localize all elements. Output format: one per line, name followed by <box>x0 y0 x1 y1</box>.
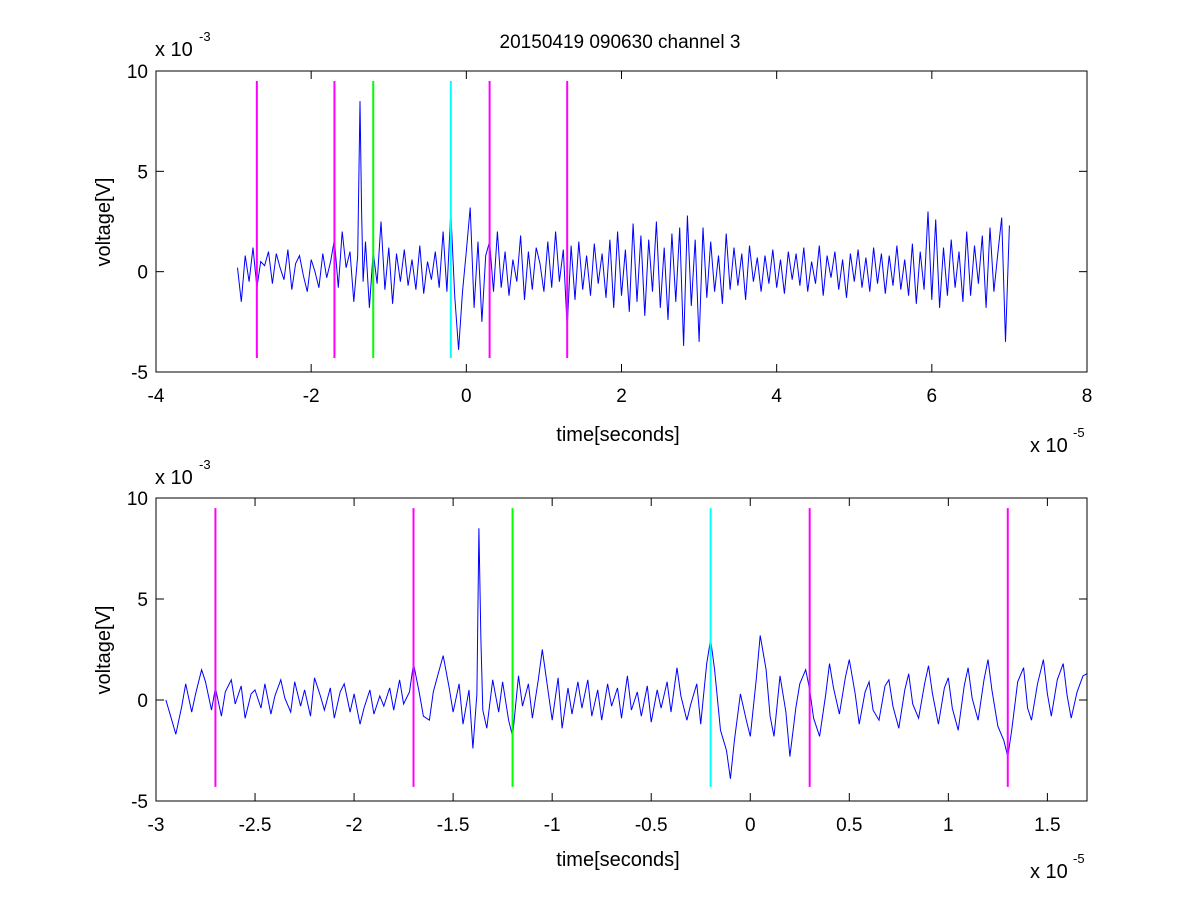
subplot-bottom: -3 -2.5 -2 -1.5 -1 -0.5 0 0.5 1 1.5 -5 0 5 10 time[se… <box>93 457 1088 883</box>
top-ticks: -4 -2 0 2 4 6 8 -5 0 5 10 <box>127 62 1092 407</box>
top-x-tick-label: -4 <box>148 386 165 407</box>
bottom-x-tick-label: -0.5 <box>635 815 668 836</box>
top-y-tick-label: -5 <box>131 363 148 384</box>
bottom-ticks: -3 -2.5 -2 -1.5 -1 -0.5 0 0.5 1 1.5 -5 0 5 10 <box>127 489 1087 836</box>
bottom-y-tick-label: 5 <box>137 590 148 611</box>
bottom-signal-line <box>165 528 1088 779</box>
figure-title: 20150419 090630 channel 3 <box>500 32 741 53</box>
top-y-exponent: -3 <box>199 29 211 44</box>
bottom-y-exponent-label: x 10 <box>155 467 193 489</box>
bottom-y-exponent: -3 <box>199 457 211 472</box>
bottom-x-exponent: -5 <box>1073 851 1085 866</box>
top-y-axis-label: voltage[V] <box>93 178 115 267</box>
top-y-tick-label: 0 <box>137 263 148 284</box>
bottom-axes-frame <box>155 497 1088 802</box>
bottom-x-tick-label: -2 <box>346 815 363 836</box>
bottom-data-marks <box>165 508 1088 787</box>
bottom-x-tick-label: 0.5 <box>836 815 862 836</box>
bottom-y-tick-label: -5 <box>131 792 148 813</box>
top-x-tick-label: 6 <box>927 386 938 407</box>
top-y-exponent-label: x 10 <box>155 39 193 61</box>
top-x-tick-label: 8 <box>1082 386 1093 407</box>
top-data-marks <box>237 81 1010 358</box>
bottom-x-tick-label: -1 <box>544 815 561 836</box>
bottom-y-axis-label: voltage[V] <box>93 606 115 695</box>
top-x-tick-label: 0 <box>461 386 472 407</box>
top-x-axis-label: time[seconds] <box>556 424 679 446</box>
bottom-x-tick-label: 0 <box>745 815 756 836</box>
top-signal-line <box>237 101 1010 350</box>
top-axes-frame <box>155 70 1088 373</box>
bottom-y-tick-label: 0 <box>137 691 148 712</box>
bottom-x-tick-label: -3 <box>148 815 165 836</box>
bottom-x-tick-label: 1.5 <box>1034 815 1060 836</box>
bottom-x-axis-label: time[seconds] <box>556 849 679 871</box>
bottom-x-tick-label: -2.5 <box>239 815 272 836</box>
top-x-tick-label: 4 <box>771 386 782 407</box>
top-x-exponent-label: x 10 <box>1030 435 1068 457</box>
bottom-x-tick-label: 1 <box>943 815 954 836</box>
bottom-x-tick-label: -1.5 <box>437 815 470 836</box>
bottom-x-exponent-label: x 10 <box>1030 861 1068 883</box>
top-y-tick-label: 5 <box>137 162 148 183</box>
top-x-exponent: -5 <box>1073 425 1085 440</box>
top-y-tick-label: 10 <box>127 62 148 83</box>
subplot-top: -4 -2 0 2 4 6 8 -5 0 5 10 time[seconds] voltage[V]… <box>93 29 1092 457</box>
top-x-tick-label: -2 <box>303 386 320 407</box>
bottom-y-tick-label: 10 <box>127 489 148 510</box>
top-x-tick-label: 2 <box>616 386 627 407</box>
